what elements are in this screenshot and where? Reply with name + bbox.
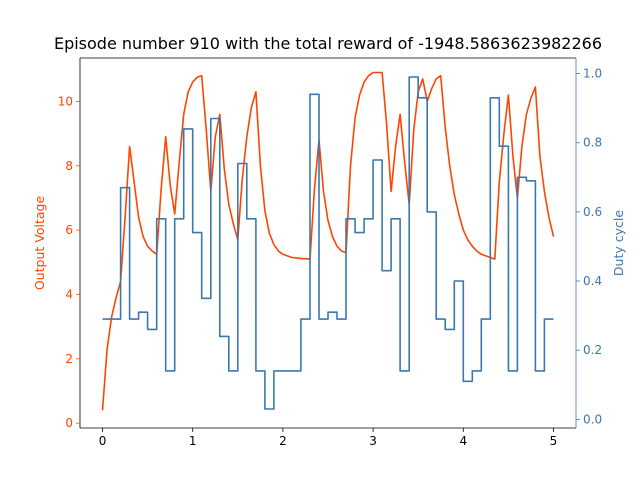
right-tick-label: 0.2 (583, 343, 602, 357)
right-tick-label: 0.8 (583, 136, 602, 150)
x-tick-label: 0 (99, 434, 107, 448)
right-tick-label: 1.0 (583, 67, 602, 81)
left-tick-label: 8 (65, 159, 73, 173)
left-tick-label: 2 (65, 352, 73, 366)
left-tick-label: 0 (65, 416, 73, 430)
right-axis-label: Duty cycle (611, 210, 626, 276)
output-voltage-series-line (101, 71, 555, 411)
left-axis-label: Output Voltage (32, 196, 47, 291)
chart-title: Episode number 910 with the total reward… (54, 34, 602, 53)
right-tick-label: 0.6 (583, 205, 602, 219)
right-tick-label: 0.4 (583, 274, 602, 288)
x-tick-label: 2 (279, 434, 287, 448)
duty-cycle-series-line (102, 76, 554, 410)
plot-area (101, 71, 555, 411)
left-tick-label: 6 (65, 223, 73, 237)
x-tick-label: 3 (369, 434, 377, 448)
axes: 0 1 2 3 4 5 0 2 4 6 8 10 0.0 0.2 0.4 0.6 0.8 1.0 (58, 57, 602, 448)
left-tick-label: 4 (65, 287, 73, 301)
x-tick-label: 1 (189, 434, 197, 448)
right-tick-label: 0.0 (583, 412, 602, 426)
left-tick-label: 10 (58, 94, 73, 108)
x-tick-label: 4 (459, 434, 467, 448)
x-tick-label: 5 (550, 434, 558, 448)
